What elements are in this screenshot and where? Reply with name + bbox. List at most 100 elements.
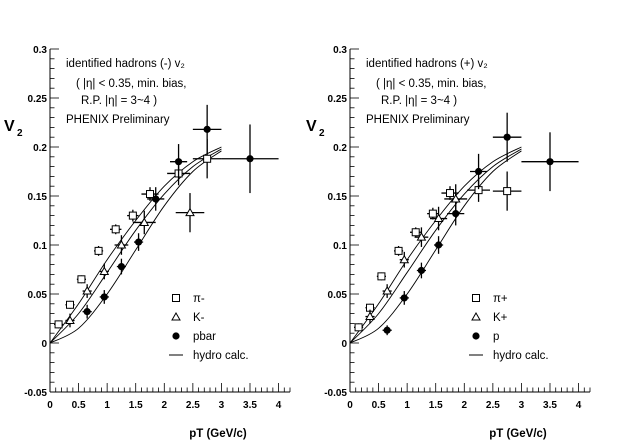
chart-annotation-line: R.P. |η| = 3~4 ) bbox=[381, 95, 457, 107]
series-filled-circle bbox=[82, 104, 279, 319]
x-tick-label: 2 bbox=[162, 400, 168, 411]
x-axis-label: pT (GeV/c) bbox=[489, 428, 547, 440]
y-tick-label: 0 bbox=[341, 339, 347, 350]
data-point-square bbox=[77, 275, 86, 284]
chart-annotation-line: R.P. |η| = 3~4 ) bbox=[81, 95, 157, 107]
legend-marker-circle bbox=[472, 332, 480, 340]
x-tick-label: 1 bbox=[104, 400, 110, 411]
data-point-square bbox=[94, 246, 103, 255]
data-point-square bbox=[128, 211, 137, 220]
chart-annotation-line: identified hadrons (+) v₂ bbox=[366, 58, 488, 70]
series-open-square bbox=[354, 171, 522, 332]
legend-label: K+ bbox=[493, 312, 508, 324]
x-tick-label: 0 bbox=[47, 400, 53, 411]
data-point-circle bbox=[117, 262, 126, 271]
x-tick-label: 1.5 bbox=[429, 400, 443, 411]
hydro-curve bbox=[49, 146, 222, 344]
y-tick-label: 0.2 bbox=[33, 143, 47, 154]
x-tick-label: 3.5 bbox=[243, 400, 257, 411]
x-tick-label: 3.5 bbox=[543, 400, 557, 411]
data-point-triangle bbox=[99, 266, 110, 275]
y-tick-label: 0.3 bbox=[333, 45, 347, 56]
data-point-square bbox=[428, 209, 437, 218]
y-tick-label: 0.1 bbox=[33, 241, 47, 252]
y-axis-label-subscript: 2 bbox=[319, 128, 325, 139]
legend-label: p bbox=[493, 331, 499, 343]
hydro-curve bbox=[49, 148, 222, 344]
data-point-square bbox=[503, 187, 512, 196]
y-tick-label: 0.05 bbox=[328, 290, 348, 301]
hydro-curve bbox=[349, 148, 522, 344]
x-tick-label: 4 bbox=[276, 400, 282, 411]
y-tick-label: -0.05 bbox=[324, 388, 347, 399]
data-point-square bbox=[146, 190, 154, 199]
series-open-triangle bbox=[65, 193, 205, 328]
y-tick-label: 0.1 bbox=[333, 241, 347, 252]
data-point-square bbox=[354, 323, 363, 332]
y-tick-label: 0.05 bbox=[28, 290, 48, 301]
x-tick-label: 3 bbox=[219, 400, 225, 411]
data-point-circle bbox=[434, 241, 443, 249]
y-tick-label: 0 bbox=[41, 339, 47, 350]
x-tick-label: 2.5 bbox=[486, 400, 500, 411]
panel-left: 0 0.5 1 1.5 2 2.5 3 3.5 4-0.0500.050.10.150.20.2… bbox=[4, 45, 291, 440]
data-point-circle bbox=[134, 238, 143, 246]
data-point-circle bbox=[152, 195, 160, 203]
data-point-triangle bbox=[65, 315, 75, 324]
data-point-square bbox=[377, 272, 386, 281]
chart-annotation-line: PHENIX Preliminary bbox=[66, 114, 170, 126]
y-tick-label: 0.25 bbox=[328, 94, 348, 105]
data-point-triangle bbox=[116, 239, 127, 249]
y-tick-label: 0.15 bbox=[328, 192, 348, 203]
legend-label: π+ bbox=[493, 293, 508, 305]
y-axis-label: V bbox=[4, 118, 15, 135]
data-point-circle bbox=[503, 133, 511, 141]
series-filled-circle bbox=[382, 112, 579, 336]
chart-annotation-line: identified hadrons (-) v₂ bbox=[66, 58, 185, 70]
legend-marker-circle bbox=[172, 332, 180, 340]
data-point-square bbox=[111, 225, 120, 234]
panel-right: 0 0.5 1 1.5 2 2.5 3 3.5 4-0.0500.050.10.150.20.2… bbox=[306, 45, 591, 440]
data-point-square bbox=[411, 228, 420, 237]
data-point-triangle bbox=[433, 213, 444, 223]
data-point-triangle bbox=[399, 254, 410, 264]
data-point-circle bbox=[452, 210, 460, 218]
x-tick-label: 2.5 bbox=[186, 400, 200, 411]
x-tick-label: 0.5 bbox=[72, 400, 86, 411]
data-point-circle bbox=[100, 293, 108, 301]
data-point-circle bbox=[174, 158, 183, 166]
chart-annotation-line: PHENIX Preliminary bbox=[366, 114, 470, 126]
x-tick-label: 1.5 bbox=[129, 400, 143, 411]
legend-label: π- bbox=[193, 293, 205, 305]
legend-label: K- bbox=[193, 312, 205, 324]
hydro-curve bbox=[349, 150, 522, 344]
data-point-circle bbox=[246, 155, 254, 163]
hydro-curve bbox=[49, 150, 222, 344]
x-tick-label: 4 bbox=[576, 400, 582, 411]
legend-label: hydro calc. bbox=[493, 350, 549, 362]
y-tick-label: 0.25 bbox=[28, 94, 48, 105]
data-point-circle bbox=[83, 308, 91, 316]
data-point-triangle bbox=[82, 286, 93, 295]
legend-marker-triangle bbox=[171, 311, 181, 321]
data-point-square bbox=[203, 154, 212, 163]
x-axis-label: pT (GeV/c) bbox=[189, 428, 247, 440]
data-point-circle bbox=[474, 167, 483, 176]
data-point-triangle bbox=[365, 311, 375, 321]
legend-marker-square bbox=[472, 294, 480, 302]
data-point-circle bbox=[400, 294, 408, 302]
data-point-square bbox=[66, 300, 74, 309]
data-point-square bbox=[446, 189, 454, 198]
y-tick-label: 0.15 bbox=[28, 192, 48, 203]
data-point-triangle bbox=[382, 286, 393, 295]
x-tick-label: 0.5 bbox=[372, 400, 386, 411]
data-point-circle bbox=[383, 326, 391, 334]
y-tick-label: 0.3 bbox=[33, 45, 47, 56]
data-point-triangle bbox=[416, 232, 427, 241]
x-tick-label: 1 bbox=[404, 400, 410, 411]
legend-label: pbar bbox=[193, 331, 216, 343]
data-point-circle bbox=[546, 158, 554, 166]
y-axis-label-subscript: 2 bbox=[17, 128, 23, 139]
y-axis-label: V bbox=[306, 118, 317, 135]
